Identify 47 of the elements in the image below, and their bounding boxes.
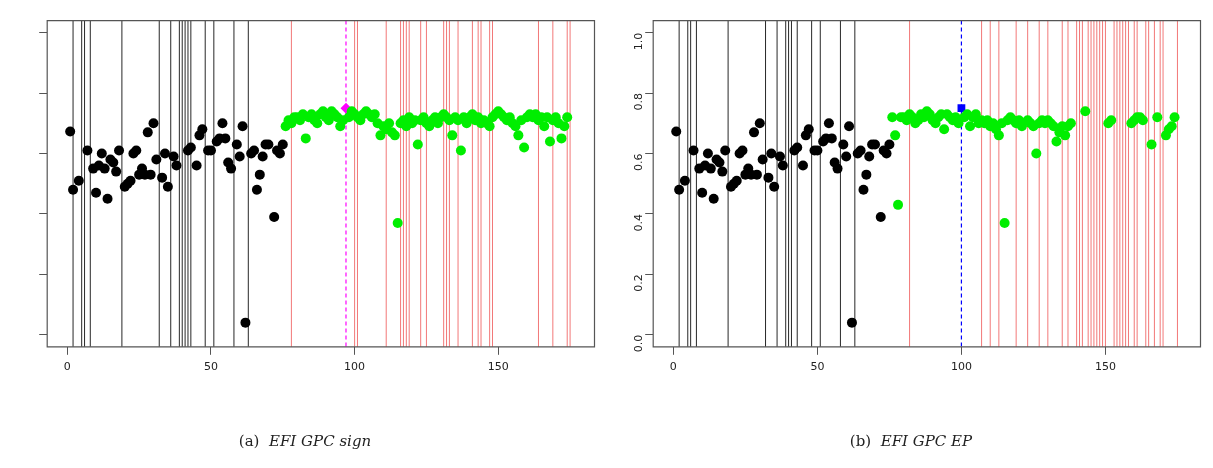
y-tick-label: 0.0 bbox=[632, 334, 646, 353]
point bbox=[162, 181, 173, 192]
point bbox=[142, 127, 153, 138]
point bbox=[91, 187, 102, 198]
text: (b) EFI GPC EP bbox=[849, 432, 973, 450]
point bbox=[237, 121, 248, 132]
x-tick-label: 100 bbox=[950, 360, 972, 374]
point bbox=[102, 193, 113, 204]
point bbox=[96, 148, 107, 159]
x-tick-label: 50 bbox=[203, 360, 218, 374]
point bbox=[257, 151, 268, 162]
point bbox=[99, 163, 110, 174]
y-tick-label: 1.0 bbox=[632, 32, 646, 51]
point bbox=[114, 145, 125, 156]
point bbox=[111, 166, 122, 177]
point bbox=[254, 169, 265, 180]
x-tick-label: 150 bbox=[487, 360, 509, 374]
point bbox=[191, 160, 202, 171]
point bbox=[151, 154, 162, 165]
point bbox=[168, 151, 179, 162]
x-tick-label: 150 bbox=[1094, 360, 1116, 374]
y-tick-label: 0.6 bbox=[632, 153, 646, 171]
text: (a) EFI GPC sign bbox=[238, 432, 372, 450]
point bbox=[234, 151, 245, 162]
y-tick-label: 0.8 bbox=[632, 93, 646, 111]
x-tick-label: 0 bbox=[63, 360, 71, 374]
x-tick-label: 100 bbox=[344, 360, 366, 374]
point bbox=[240, 317, 251, 328]
y-tick-label: 0.4 bbox=[632, 213, 646, 232]
x-tick-label: 50 bbox=[810, 360, 825, 374]
y-tick-label: 0.2 bbox=[632, 274, 646, 292]
point bbox=[269, 211, 280, 222]
point bbox=[157, 172, 168, 183]
point bbox=[73, 175, 84, 186]
point bbox=[226, 163, 237, 174]
point bbox=[277, 139, 288, 150]
point bbox=[251, 184, 262, 195]
point bbox=[148, 118, 159, 129]
x-tick-label: 0 bbox=[669, 360, 677, 374]
point bbox=[231, 139, 242, 150]
point bbox=[217, 118, 228, 129]
point bbox=[159, 148, 170, 159]
point bbox=[171, 160, 182, 171]
point bbox=[65, 126, 76, 137]
point bbox=[197, 124, 208, 135]
point bbox=[68, 184, 79, 195]
point bbox=[82, 145, 93, 156]
